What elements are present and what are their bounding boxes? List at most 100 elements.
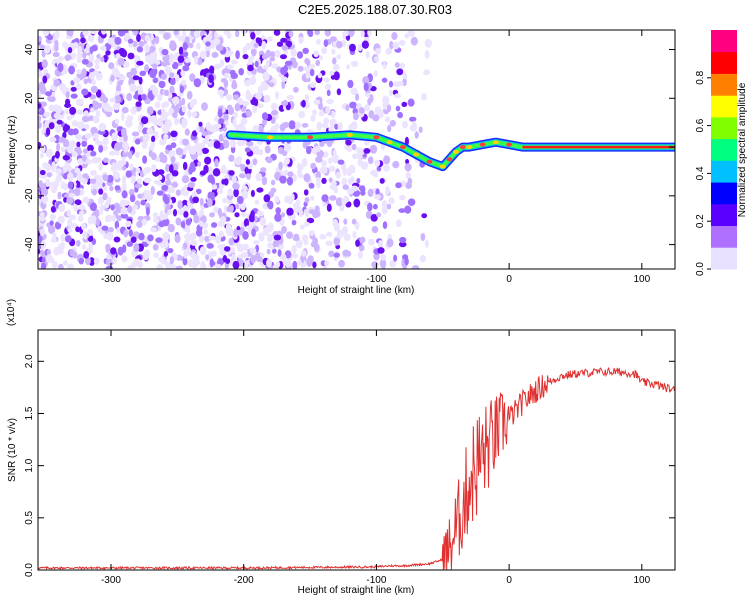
noise-dot <box>308 182 315 189</box>
noise-dot <box>199 216 207 222</box>
noise-dot <box>192 258 201 266</box>
noise-dot <box>183 211 189 218</box>
noise-dot <box>201 102 208 111</box>
noise-dot <box>343 218 348 225</box>
noise-dot <box>201 131 208 137</box>
noise-dot <box>91 79 96 86</box>
noise-dot <box>136 178 143 184</box>
noise-dot <box>269 51 277 57</box>
noise-dot <box>261 176 268 186</box>
noise-dot <box>50 96 56 102</box>
noise-dot <box>229 204 234 213</box>
noise-dot <box>161 61 168 67</box>
noise-dot <box>158 80 166 89</box>
noise-dot <box>44 91 52 97</box>
noise-dot <box>161 259 168 265</box>
noise-dot <box>342 184 350 190</box>
noise-dot <box>241 190 248 200</box>
noise-dot <box>348 164 356 173</box>
noise-dot <box>263 194 271 203</box>
noise-dot <box>102 192 108 201</box>
noise-dot <box>73 203 78 209</box>
snr-series <box>38 366 675 570</box>
noise-dot <box>81 178 88 185</box>
colorbar-segment <box>711 138 737 161</box>
noise-dot <box>129 83 137 90</box>
track-peak <box>439 164 446 169</box>
noise-dot <box>382 95 390 105</box>
noise-dot <box>421 213 428 219</box>
noise-dot <box>136 85 143 91</box>
noise-dot <box>185 218 192 226</box>
noise-dot <box>234 103 241 112</box>
noise-dot <box>383 164 390 172</box>
noise-dot <box>125 170 132 178</box>
noise-dot <box>132 204 139 210</box>
colorbar-segment <box>711 95 737 118</box>
noise-dot <box>335 197 343 207</box>
noise-dot <box>235 30 240 38</box>
noise-dot <box>274 213 282 222</box>
noise-dot <box>336 54 342 60</box>
noise-dot <box>42 195 47 205</box>
noise-dot <box>149 84 157 91</box>
noise-dot <box>253 215 258 222</box>
noise-dot <box>224 246 231 252</box>
noise-dot <box>181 117 188 127</box>
noise-dot <box>171 182 179 188</box>
noise-dot <box>45 127 51 136</box>
noise-dot <box>326 89 331 97</box>
noise-dot <box>100 30 107 35</box>
noise-dot <box>286 231 294 239</box>
noise-dot <box>107 106 114 113</box>
noise-dot <box>308 63 315 69</box>
noise-dot <box>58 136 66 143</box>
noise-dot <box>60 181 66 189</box>
noise-dot <box>395 182 402 189</box>
noise-dot <box>424 38 432 48</box>
noise-dot <box>270 187 277 193</box>
track-peak <box>479 142 486 147</box>
frequency-track <box>225 130 675 172</box>
noise-dot <box>213 140 221 149</box>
noise-dot <box>129 194 136 203</box>
noise-dot <box>343 30 350 37</box>
noise-dot <box>256 187 264 193</box>
x-tick-label: -200 <box>234 575 254 586</box>
track-peak <box>399 145 406 150</box>
noise-dot <box>313 99 321 106</box>
track-peak <box>506 142 513 147</box>
noise-dot <box>254 98 259 107</box>
noise-dot <box>295 199 301 207</box>
noise-dot <box>152 212 159 219</box>
noise-dot <box>83 78 89 85</box>
noise-dot <box>232 94 240 101</box>
noise-dot <box>196 42 201 50</box>
noise-dot <box>177 200 183 210</box>
noise-dot <box>67 47 73 54</box>
noise-dot <box>113 171 120 180</box>
noise-dot <box>304 197 310 203</box>
noise-dot <box>297 65 304 72</box>
noise-dot <box>65 98 71 107</box>
noise-dot <box>121 190 128 199</box>
noise-dot <box>188 166 193 175</box>
noise-dot <box>350 87 358 96</box>
noise-dot <box>181 175 190 184</box>
noise-dot <box>197 161 202 167</box>
noise-dot <box>187 182 195 188</box>
noise-dot <box>138 40 145 47</box>
noise-dot <box>360 161 369 170</box>
snr-xlabel: Height of straight line (km) <box>298 585 415 596</box>
noise-dot <box>213 206 219 214</box>
noise-dot <box>226 94 233 101</box>
noise-dot <box>76 141 81 148</box>
noise-dot <box>129 163 134 171</box>
noise-dot <box>210 191 215 201</box>
noise-dot <box>270 102 278 111</box>
noise-dot <box>231 59 238 65</box>
noise-dot <box>84 47 90 54</box>
noise-dot <box>376 212 382 218</box>
noise-dot <box>395 219 402 228</box>
